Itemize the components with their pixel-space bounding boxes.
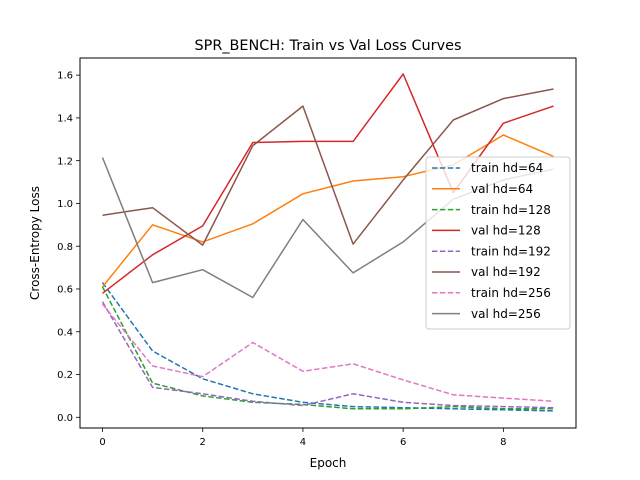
legend-label: val hd=128 — [471, 224, 541, 238]
plot-frame — [79, 57, 577, 429]
series-line-train-hd-64 — [101, 282, 554, 412]
legend-label: train hd=256 — [471, 286, 551, 300]
y-axis-label: Cross-Entropy Loss — [28, 186, 42, 300]
legend-label: train hd=128 — [471, 203, 551, 217]
x-axis-ticks: 0 2 4 6 8 — [99, 428, 507, 448]
x-tick-label: 0 — [99, 437, 105, 448]
x-tick-label: 4 — [300, 437, 306, 448]
y-tick-label: 0.4 — [57, 327, 73, 338]
y-tick-label: 1.2 — [57, 156, 73, 167]
legend-box — [425, 156, 571, 330]
y-tick-label: 0.0 — [57, 413, 73, 424]
legend-label: train hd=64 — [471, 161, 543, 175]
legend-label: val hd=192 — [471, 265, 541, 279]
y-tick-label: 0.8 — [57, 242, 73, 253]
y-axis-ticks: 0.0 0.2 0.4 0.6 0.8 1.0 1.2 1.4 1.6 — [57, 71, 80, 424]
legend-label: val hd=64 — [471, 182, 533, 196]
chart-title: SPR_BENCH: Train vs Val Loss Curves — [195, 38, 462, 54]
x-tick-label: 2 — [200, 437, 206, 448]
series-line-val-hd-192 — [102, 88, 554, 246]
x-axis-label: Epoch — [310, 456, 347, 470]
series-line-val-hd-64 — [101, 134, 554, 288]
series-line-train-hd-256 — [101, 303, 554, 403]
x-tick-label: 6 — [400, 437, 406, 448]
y-tick-label: 1.0 — [57, 199, 73, 210]
series-line-train-hd-192 — [101, 301, 554, 409]
legend-label: val hd=256 — [471, 307, 541, 321]
y-tick-label: 1.4 — [57, 113, 73, 124]
legend-label: train hd=192 — [471, 244, 551, 258]
legend: train hd=64 val hd=64 train hd=128 val hd=1… — [425, 156, 571, 330]
series-line-train-hd-128 — [101, 286, 554, 410]
y-tick-label: 0.6 — [57, 285, 73, 296]
x-tick-label: 8 — [500, 437, 506, 448]
y-tick-label: 1.6 — [57, 71, 73, 82]
y-tick-label: 0.2 — [57, 370, 73, 381]
